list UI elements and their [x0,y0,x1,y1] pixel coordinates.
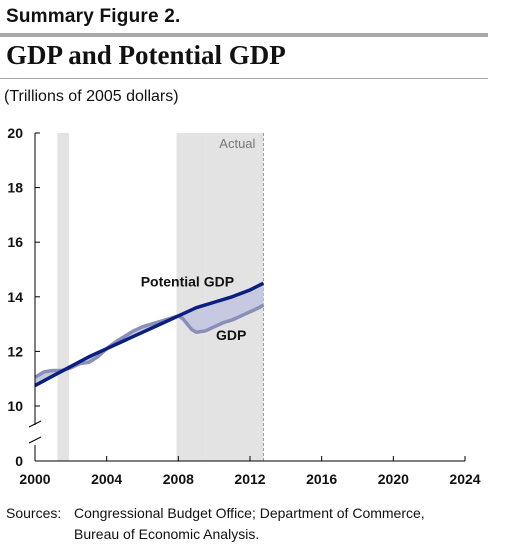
line-layer [34,281,265,388]
chart-title: GDP and Potential GDP [6,40,286,70]
y-tick-label-20: 20 [7,125,23,141]
x-tick-label-2020: 2020 [378,471,409,487]
x-tick-label-2000: 2000 [19,471,50,487]
x-tick-label-2008: 2008 [163,471,194,487]
gdp-series-label: GDP [216,327,246,343]
axis-break-mark-2 [28,436,42,444]
figure-label: Summary Figure 2. [6,6,181,27]
top-rule [0,33,488,37]
x-tick-label-2024: 2024 [449,471,480,487]
y-tick-label-12: 12 [7,343,23,359]
recession-shading-1 [176,133,206,461]
y-tick-label-16: 16 [7,234,23,250]
potential-gdp-series-label: Potential GDP [141,274,234,290]
axis-break-mark-1 [28,420,42,428]
y-tick-label-0: 0 [15,453,23,469]
actual-label: Actual [219,136,255,151]
source-label: Sources: [6,505,62,521]
title-rule [0,78,488,79]
y-tick-label-14: 14 [7,289,23,305]
label-layer: Actual 0 10 12 14 16 18 20 2000 2004 2008 2012 2016 2… [7,125,480,487]
y-tick-label-10: 10 [7,398,23,414]
potential-gdp-line [34,281,265,388]
y-tick-label-18: 18 [7,180,23,196]
source-note: Sources: Congressional Budget Office; Dep… [6,503,425,545]
axis-layer [28,132,466,462]
source-line-2: Bureau of Economic Analysis. [74,526,260,542]
units-label: (Trillions of 2005 dollars) [4,88,179,105]
x-tick-label-2012: 2012 [234,471,265,487]
x-tick-label-2004: 2004 [91,471,122,487]
recession-shading-0 [57,133,70,461]
source-line-1: Congressional Budget Office; Department … [74,505,425,521]
x-tick-label-2016: 2016 [306,471,337,487]
